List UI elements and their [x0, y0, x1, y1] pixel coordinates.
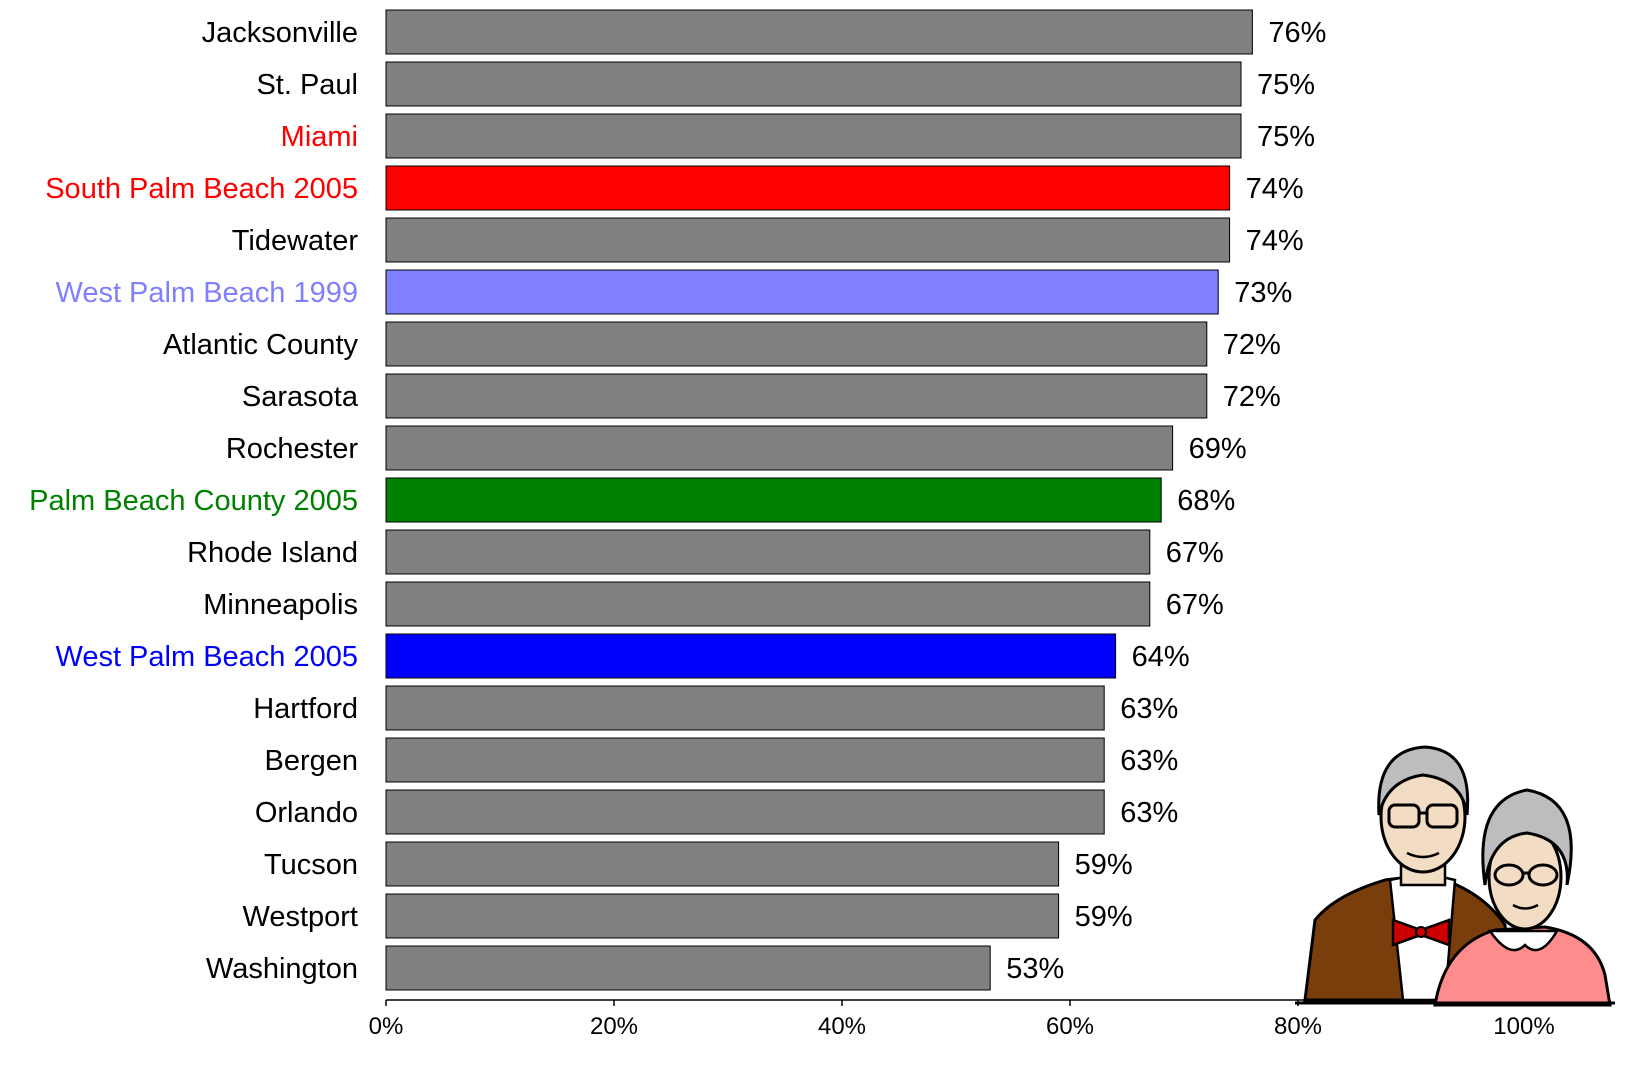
x-tick-label: 80% [1274, 1013, 1322, 1040]
category-label: Washington [206, 953, 358, 985]
category-label: Atlantic County [163, 329, 359, 361]
category-label: Tucson [264, 849, 358, 881]
data-label: 72% [1223, 329, 1281, 361]
category-label: Bergen [264, 745, 358, 777]
bar-rochester [385, 425, 1174, 471]
bars-layer [385, 9, 1253, 991]
data-label: 67% [1166, 589, 1224, 621]
data-label: 68% [1177, 485, 1235, 517]
data-label: 74% [1246, 173, 1304, 205]
bar-atlantic-county [385, 321, 1208, 367]
data-label: 59% [1075, 901, 1133, 933]
data-label: 76% [1268, 17, 1326, 49]
data-label: 75% [1257, 69, 1315, 101]
category-label: Rhode Island [187, 537, 358, 569]
data-label: 63% [1120, 693, 1178, 725]
category-labels: Jacksonville St. Paul Miami South Palm Beac… [29, 17, 359, 985]
data-label: 67% [1166, 537, 1224, 569]
man-glasses-icon [1387, 803, 1459, 829]
woman-glasses-icon [1493, 863, 1559, 887]
bar-jacksonville [385, 9, 1253, 55]
x-tick-label: 20% [590, 1013, 638, 1040]
bar-palm-beach-county-2005 [385, 477, 1162, 523]
bar-sarasota [385, 373, 1208, 419]
data-label: 63% [1120, 797, 1178, 829]
category-label: Miami [281, 121, 358, 153]
bar-miami [385, 113, 1242, 159]
bar-west-palm-beach-2005 [385, 633, 1117, 679]
category-label: Sarasota [242, 381, 359, 413]
data-label: 59% [1075, 849, 1133, 881]
category-label: Hartford [253, 693, 358, 725]
bar-washington [385, 945, 991, 991]
bar-bergen [385, 737, 1105, 783]
data-label: 72% [1223, 381, 1281, 413]
data-label: 64% [1132, 641, 1190, 673]
category-label: Palm Beach County 2005 [29, 485, 358, 517]
category-label: Minneapolis [203, 589, 358, 621]
category-label: Rochester [226, 433, 359, 465]
category-label: Orlando [255, 797, 358, 829]
data-label: 75% [1257, 121, 1315, 153]
value-labels: 76% 75% 75% 74% 74% 73% 72% 72% 69% 68% 67% 67% 64% 6… [1006, 17, 1326, 985]
woman-hair [1481, 788, 1573, 886]
category-label: South Palm Beach 2005 [45, 173, 358, 205]
x-tick-label: 100% [1493, 1013, 1554, 1040]
bar-westport [385, 893, 1060, 939]
category-label: Tidewater [232, 225, 359, 257]
bar-minneapolis [385, 581, 1151, 627]
bar-west-palm-beach-1999 [385, 269, 1219, 315]
bar-tucson [385, 841, 1060, 887]
bar-south-palm-beach-2005 [385, 165, 1231, 211]
category-label: West Palm Beach 2005 [55, 641, 358, 673]
x-tick-label: 40% [818, 1013, 866, 1040]
data-label: 74% [1246, 225, 1304, 257]
bar-tidewater [385, 217, 1231, 263]
category-label: Jacksonville [202, 17, 358, 49]
category-label: Westport [242, 901, 358, 933]
data-label: 63% [1120, 745, 1178, 777]
category-label: West Palm Beach 1999 [55, 277, 358, 309]
data-label: 69% [1189, 433, 1247, 465]
elderly-couple-icon [1295, 745, 1615, 1007]
x-tick-label: 0% [369, 1013, 404, 1040]
x-axis-ticks: 0% 20% 40% 60% 80% 100% [369, 1000, 1555, 1040]
bar-st-paul [385, 61, 1242, 107]
data-label: 73% [1234, 277, 1292, 309]
category-label: St. Paul [256, 69, 358, 101]
bar-rhode-island [385, 529, 1151, 575]
man-hair [1377, 745, 1470, 816]
bar-hartford [385, 685, 1105, 731]
x-tick-label: 60% [1046, 1013, 1094, 1040]
woman-sweater [1433, 925, 1612, 1007]
data-label: 53% [1006, 953, 1064, 985]
bar-orlando [385, 789, 1105, 835]
